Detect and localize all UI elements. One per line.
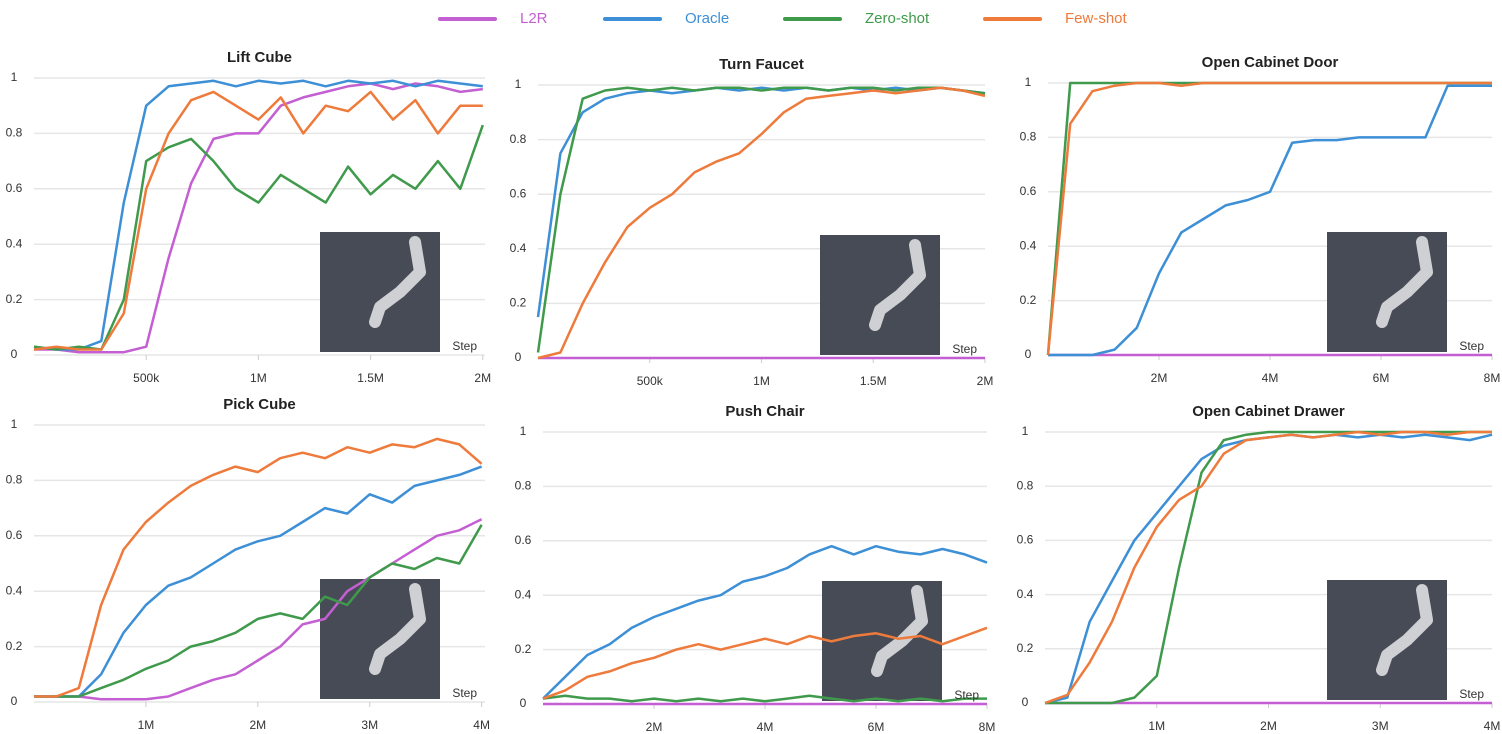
x-tick-label: 2M (1260, 719, 1277, 733)
x-tick-label: 6M (1373, 371, 1390, 385)
x-tick-label: 1M (138, 718, 155, 732)
y-tick-label: 0.2 (515, 642, 532, 656)
y-tick-label: 0.8 (1020, 130, 1037, 144)
chart-title: Open Cabinet Drawer (1192, 403, 1345, 420)
legend-label: Zero-shot (865, 10, 930, 27)
x-tick-label: 2M (977, 374, 994, 388)
chart-panel: Push Chair 0 0.2 0.4 0.6 0.8 1 2M 4M 6M 8M Step (515, 403, 996, 734)
x-tick-label: 2M (646, 720, 663, 734)
legend-label: Few-shot (1065, 10, 1128, 27)
x-tick-label: 3M (1372, 719, 1389, 733)
x-tick-label: 1M (753, 374, 770, 388)
legend-label: L2R (520, 10, 548, 27)
y-tick-label: 1 (515, 77, 522, 91)
x-axis-label: Step (954, 688, 979, 702)
chart-panel: Open Cabinet Door 0 0.2 0.4 0.6 0.8 1 2M 4M 6M 8M S… (1020, 54, 1501, 385)
y-tick-label: 1 (11, 70, 18, 84)
x-tick-label: 2M (249, 718, 266, 732)
chart-panel: Pick Cube 0 0.2 0.4 0.6 0.8 1 1M 2M 3M 4M Step (6, 396, 490, 732)
y-tick-label: 0.4 (510, 241, 527, 255)
y-tick-label: 0.6 (6, 181, 23, 195)
y-tick-label: 1 (1025, 75, 1032, 89)
x-axis-label: Step (452, 686, 477, 700)
chart-panel: Turn Faucet 0 0.2 0.4 0.6 0.8 1 500k 1M 1.5M 2M Ste… (510, 56, 994, 388)
y-tick-label: 0.6 (515, 533, 532, 547)
figure: L2R Oracle Zero-shot Few-shot Lift Cube 0 0.2 0… (0, 0, 1502, 734)
y-tick-label: 1 (520, 424, 527, 438)
x-tick-label: 1M (1148, 719, 1165, 733)
y-tick-label: 0.8 (515, 479, 532, 493)
y-tick-label: 0.8 (6, 126, 23, 140)
x-tick-label: 8M (1484, 371, 1501, 385)
chart-title: Turn Faucet (719, 56, 804, 73)
x-tick-label: 500k (637, 374, 664, 388)
x-axis-label: Step (1459, 339, 1484, 353)
y-tick-label: 0 (520, 696, 527, 710)
x-tick-label: 2M (474, 371, 491, 385)
x-axis-label: Step (1459, 687, 1484, 701)
y-tick-label: 0.8 (1017, 478, 1034, 492)
chart-panel: Lift Cube 0 0.2 0.4 0.6 0.8 1 500k 1M 1.5M 2M Step (6, 49, 491, 385)
y-tick-label: 0 (11, 694, 18, 708)
y-tick-label: 0.6 (510, 186, 527, 200)
x-tick-label: 500k (133, 371, 160, 385)
chart-title: Lift Cube (227, 49, 292, 66)
y-tick-label: 0 (1022, 695, 1029, 709)
y-tick-label: 1 (1022, 424, 1029, 438)
chart-title: Pick Cube (223, 396, 296, 413)
y-tick-label: 0.2 (1017, 641, 1034, 655)
x-tick-label: 1M (250, 371, 267, 385)
x-tick-label: 4M (473, 718, 490, 732)
y-tick-label: 0.8 (6, 473, 23, 487)
y-tick-label: 0.2 (6, 292, 23, 306)
y-tick-label: 0.2 (1020, 293, 1037, 307)
x-tick-label: 4M (1484, 719, 1501, 733)
y-tick-label: 0 (11, 347, 18, 361)
x-tick-label: 4M (757, 720, 774, 734)
x-tick-label: 1.5M (357, 371, 384, 385)
chart-title: Open Cabinet Door (1202, 54, 1339, 71)
y-tick-label: 0.2 (6, 639, 23, 653)
y-tick-label: 0.6 (1017, 533, 1034, 547)
x-tick-label: 1.5M (860, 374, 887, 388)
y-tick-label: 1 (11, 417, 18, 431)
x-tick-label: 4M (1262, 371, 1279, 385)
y-tick-label: 0.2 (510, 296, 527, 310)
y-tick-label: 0.4 (6, 236, 23, 250)
x-tick-label: 8M (979, 720, 996, 734)
chart-panel: Open Cabinet Drawer 0 0.2 0.4 0.6 0.8 1 1M 2M 3M 4… (1017, 403, 1501, 733)
y-tick-label: 0.4 (6, 583, 23, 597)
y-tick-label: 0.6 (6, 528, 23, 542)
x-tick-label: 2M (1151, 371, 1168, 385)
y-tick-label: 0.4 (1020, 238, 1037, 252)
y-tick-label: 0.8 (510, 132, 527, 146)
y-tick-label: 0 (1025, 347, 1032, 361)
y-tick-label: 0 (515, 350, 522, 364)
y-tick-label: 0.4 (515, 587, 532, 601)
y-tick-label: 0.4 (1017, 587, 1034, 601)
x-axis-label: Step (452, 339, 477, 353)
x-axis-label: Step (952, 342, 977, 356)
x-tick-label: 3M (361, 718, 378, 732)
legend-label: Oracle (685, 10, 729, 27)
x-tick-label: 6M (868, 720, 885, 734)
chart-title: Push Chair (725, 403, 804, 420)
y-tick-label: 0.6 (1020, 184, 1037, 198)
